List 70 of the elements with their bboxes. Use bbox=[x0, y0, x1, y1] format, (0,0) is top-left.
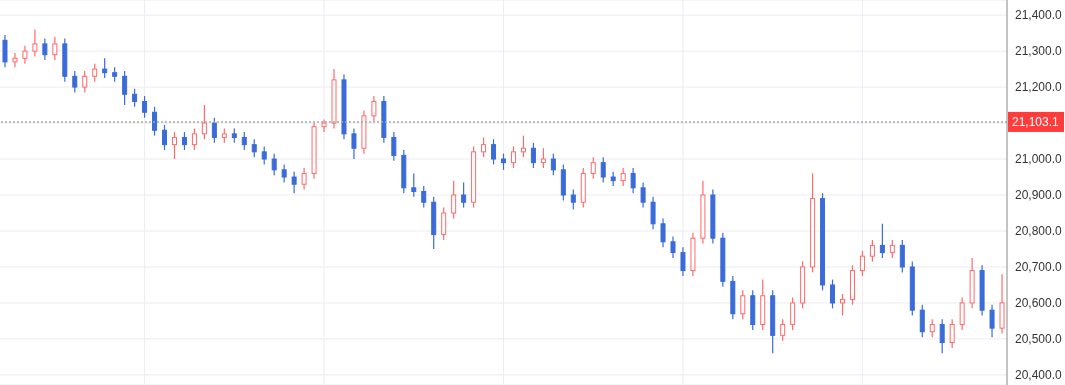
candlestick bbox=[211, 117, 217, 144]
ref-line-label: 21,103.1 bbox=[1012, 114, 1060, 129]
candlestick bbox=[291, 171, 297, 194]
y-tick-label: 20,600.0 bbox=[1015, 296, 1063, 311]
y-tick-label: 21,300.0 bbox=[1015, 44, 1063, 59]
candlestick bbox=[191, 127, 197, 151]
candlestick bbox=[2, 34, 8, 68]
candlestick bbox=[162, 124, 168, 151]
candlestick bbox=[830, 278, 836, 309]
candlestick bbox=[451, 180, 457, 220]
y-tick-label: 20,800.0 bbox=[1015, 224, 1063, 239]
candlestick bbox=[949, 318, 955, 349]
candlestick bbox=[530, 142, 536, 169]
candlestick bbox=[939, 318, 945, 354]
candlestick bbox=[989, 304, 995, 338]
candlestick bbox=[491, 138, 497, 166]
y-tick-label: 20,700.0 bbox=[1015, 260, 1063, 275]
candlestick bbox=[42, 37, 48, 61]
candlestick bbox=[391, 131, 397, 162]
candlestick bbox=[351, 127, 357, 160]
candlestick bbox=[590, 156, 596, 180]
y-tick-label: 20,900.0 bbox=[1015, 188, 1063, 203]
candlestick bbox=[540, 147, 546, 169]
candlestick bbox=[570, 189, 576, 211]
candlestick bbox=[600, 156, 606, 184]
candlestick bbox=[740, 289, 746, 320]
candlestick bbox=[52, 36, 58, 61]
candlestick bbox=[12, 52, 18, 68]
candlestick bbox=[959, 296, 965, 331]
candlestick bbox=[171, 131, 177, 160]
candlestick bbox=[201, 104, 207, 140]
candlestick bbox=[461, 181, 467, 209]
candlestick bbox=[879, 223, 885, 259]
candlestick bbox=[859, 250, 865, 277]
y-tick-label: 20,500.0 bbox=[1015, 332, 1063, 347]
candlestick bbox=[271, 153, 277, 176]
candlestick bbox=[411, 172, 417, 198]
candlestick bbox=[82, 70, 88, 94]
candlestick bbox=[869, 239, 875, 263]
y-tick-label: 20,400.0 bbox=[1015, 368, 1063, 383]
candlestick bbox=[660, 217, 666, 248]
candlestick bbox=[680, 246, 686, 277]
candlestick bbox=[899, 239, 905, 273]
candlestick bbox=[919, 304, 925, 338]
candlestick bbox=[152, 106, 158, 137]
candlestick bbox=[510, 145, 516, 169]
candlestick bbox=[421, 185, 427, 209]
candlestick bbox=[371, 95, 377, 122]
candlestick bbox=[102, 57, 108, 79]
candlestick bbox=[550, 153, 556, 176]
candlestick bbox=[640, 181, 646, 209]
y-tick-label: 21,000.0 bbox=[1015, 152, 1063, 167]
candlestick bbox=[441, 207, 447, 241]
candlestick bbox=[481, 136, 487, 158]
candlestick bbox=[840, 293, 845, 317]
candlestick bbox=[650, 196, 656, 230]
candlestick bbox=[520, 135, 526, 158]
y-tick-label: 21,400.0 bbox=[1015, 8, 1063, 23]
candlestick bbox=[321, 118, 327, 133]
y-tick-label: 21,200.0 bbox=[1015, 80, 1063, 95]
candlestick bbox=[142, 95, 148, 119]
candlestick bbox=[780, 318, 786, 342]
candlestick bbox=[620, 167, 626, 187]
candlestick bbox=[670, 235, 676, 259]
candlestick bbox=[122, 70, 128, 106]
candlestick bbox=[630, 167, 636, 194]
candlestick bbox=[32, 28, 38, 58]
candlestick bbox=[72, 70, 78, 94]
candlestick bbox=[301, 167, 307, 191]
candlestick bbox=[790, 296, 796, 331]
